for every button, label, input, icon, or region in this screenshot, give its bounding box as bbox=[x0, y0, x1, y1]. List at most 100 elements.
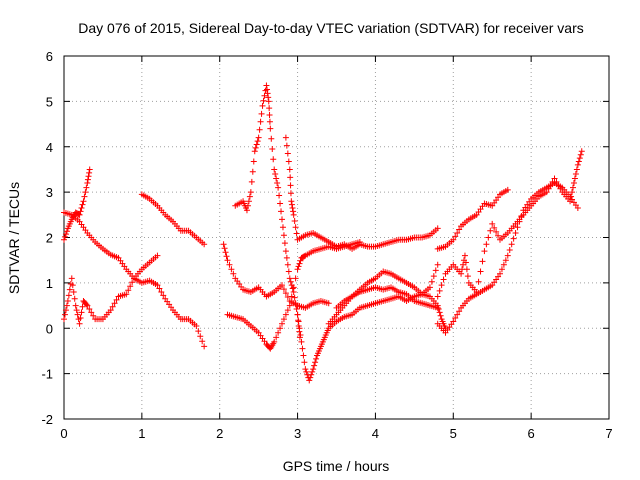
data-point bbox=[298, 338, 305, 345]
data-point bbox=[284, 150, 291, 157]
data-point bbox=[264, 90, 271, 97]
data-point bbox=[249, 168, 256, 175]
data-point bbox=[307, 374, 314, 381]
data-point bbox=[222, 249, 229, 256]
data-point bbox=[555, 182, 562, 189]
data-point bbox=[279, 224, 286, 231]
data-point bbox=[545, 185, 552, 192]
data-point bbox=[309, 368, 316, 375]
data-point bbox=[434, 261, 441, 268]
data-point bbox=[286, 302, 293, 309]
data-point bbox=[481, 248, 488, 255]
data-point bbox=[454, 311, 461, 318]
data-point bbox=[271, 338, 278, 345]
data-point bbox=[462, 259, 469, 266]
data-point bbox=[430, 273, 437, 280]
data-point bbox=[290, 284, 297, 291]
y-tick-label: 4 bbox=[46, 140, 53, 155]
data-point bbox=[436, 287, 443, 294]
data-point bbox=[246, 193, 253, 200]
data-point bbox=[266, 105, 273, 112]
data-point bbox=[428, 278, 435, 285]
data-point bbox=[504, 252, 511, 259]
data-point bbox=[285, 268, 292, 275]
data-point bbox=[312, 359, 319, 366]
data-point bbox=[273, 175, 280, 182]
data-point bbox=[287, 182, 294, 189]
data-point bbox=[260, 97, 267, 104]
data-point bbox=[493, 228, 500, 235]
data-point bbox=[297, 332, 304, 339]
data-point bbox=[495, 232, 502, 239]
data-point bbox=[65, 292, 72, 299]
data-point bbox=[86, 305, 93, 312]
data-point bbox=[201, 343, 208, 350]
data-point bbox=[313, 355, 320, 362]
data-point bbox=[86, 169, 93, 176]
data-point bbox=[510, 235, 517, 242]
x-tick-labels: 0 1 2 3 4 5 6 7 bbox=[60, 426, 612, 441]
data-point bbox=[269, 146, 276, 153]
data-point bbox=[78, 205, 85, 212]
data-point bbox=[287, 174, 294, 181]
data-point bbox=[279, 216, 285, 223]
data-points bbox=[61, 82, 585, 384]
data-point bbox=[553, 178, 560, 185]
data-point bbox=[577, 151, 584, 158]
data-point bbox=[289, 205, 296, 212]
data-point bbox=[282, 134, 289, 141]
series-trace-m bbox=[434, 180, 581, 336]
data-point bbox=[575, 158, 582, 165]
data-point bbox=[299, 345, 306, 352]
x-axis-label: GPS time / hours bbox=[283, 458, 390, 474]
data-point bbox=[303, 368, 310, 375]
data-point bbox=[456, 226, 463, 233]
data-point bbox=[109, 303, 116, 310]
data-point bbox=[506, 246, 513, 253]
data-point bbox=[284, 294, 291, 301]
data-point bbox=[294, 266, 301, 273]
data-point bbox=[569, 189, 576, 196]
data-point bbox=[77, 315, 84, 322]
data-point bbox=[434, 225, 441, 232]
x-tick-label: 0 bbox=[60, 426, 67, 441]
data-point bbox=[296, 325, 303, 332]
data-point bbox=[84, 302, 91, 309]
data-point bbox=[154, 252, 161, 259]
y-tick-label: 0 bbox=[46, 321, 53, 336]
data-point bbox=[426, 284, 433, 291]
data-point bbox=[485, 234, 492, 241]
data-point bbox=[77, 208, 84, 215]
data-point bbox=[84, 180, 91, 187]
data-point bbox=[279, 282, 285, 289]
x-tick-label: 1 bbox=[138, 426, 145, 441]
data-point bbox=[270, 156, 277, 163]
data-point bbox=[81, 193, 88, 200]
data-point bbox=[193, 322, 200, 329]
series-trace-a bbox=[61, 209, 208, 350]
data-point bbox=[463, 266, 470, 273]
data-point bbox=[458, 270, 465, 277]
series-trace-n bbox=[434, 148, 585, 300]
data-point bbox=[82, 189, 89, 196]
x-tick-label: 6 bbox=[528, 426, 535, 441]
data-point bbox=[504, 186, 511, 193]
data-point bbox=[290, 211, 297, 218]
data-point bbox=[84, 176, 91, 183]
data-point bbox=[437, 312, 444, 319]
data-point bbox=[464, 273, 471, 280]
data-point bbox=[576, 155, 583, 162]
y-axis-label: SDTVAR / TECUs bbox=[6, 182, 22, 294]
data-point bbox=[477, 268, 484, 275]
data-point bbox=[73, 307, 80, 314]
data-point bbox=[272, 170, 279, 177]
data-point bbox=[296, 260, 303, 267]
data-point bbox=[263, 82, 270, 89]
data-point bbox=[308, 371, 315, 378]
data-point bbox=[287, 278, 294, 285]
data-point bbox=[284, 261, 291, 268]
data-point bbox=[271, 166, 278, 173]
data-point bbox=[275, 329, 282, 336]
data-point bbox=[69, 282, 76, 289]
